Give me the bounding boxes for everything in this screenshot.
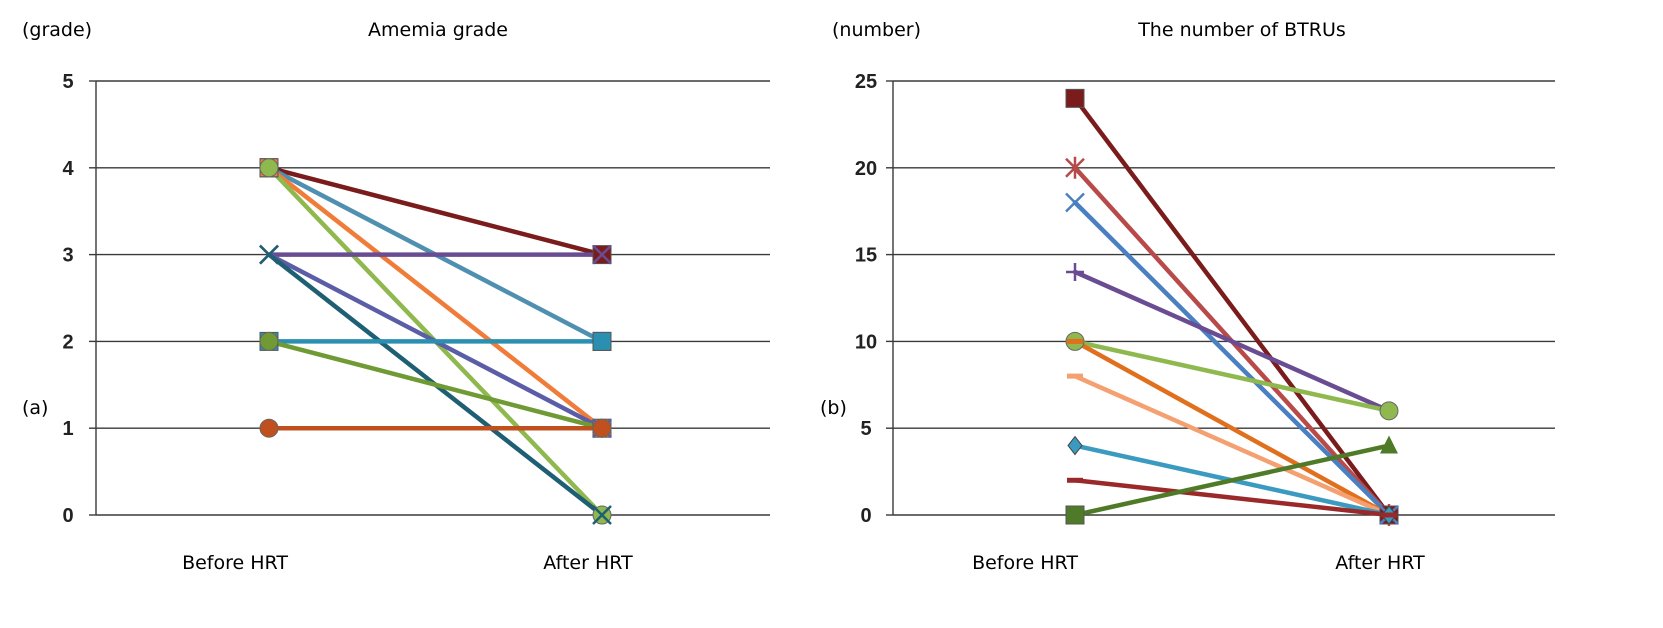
panel-b-series (1065, 88, 1399, 526)
panel-a-series-line-3 (266, 165, 605, 431)
panel-b-ylabel: (number) (832, 19, 921, 41)
panel-a: (grade) Amemia grade (a) Before HRT Afte… (22, 19, 770, 574)
panel-a-series-9-point-before (259, 331, 279, 351)
panel-b-xlabel-after: After HRT (1335, 552, 1425, 574)
panel-b-ytick-label: 15 (855, 245, 877, 267)
panel-b-series-line-1 (1072, 96, 1392, 518)
panel-a-ytick-label: 1 (62, 418, 73, 440)
panel-a-ytick-label: 3 (62, 245, 73, 267)
panel-b: (number) The number of BTRUs (b) Before … (820, 19, 1555, 574)
panel-a-ytick-label: 0 (62, 505, 73, 527)
panel-b-yticks: 0 5 10 15 20 25 (855, 71, 877, 527)
panel-b-series-line-9 (1072, 478, 1392, 518)
panel-b-series-line-10 (1072, 443, 1392, 518)
panel-a-series-line-1 (266, 165, 605, 257)
panel-a-series-line-9 (266, 339, 605, 431)
panel-a-series-8-point-after (592, 331, 612, 351)
panel-a-ylabel: (grade) (22, 19, 92, 41)
panel-a-series-7-point-before (259, 244, 279, 265)
panel-b-xlabel-before: Before HRT (972, 552, 1078, 574)
panel-b-series-3-point-before (1065, 192, 1085, 213)
panel-b-series-8-point-before (1067, 435, 1083, 456)
panel-b-series-5-point-after (1379, 401, 1399, 421)
panel-b-series-7-point-before (1067, 373, 1083, 379)
panel-b-series-10-point-after (1380, 435, 1398, 454)
panel-a-xlabel-before: Before HRT (182, 552, 288, 574)
panel-b-ytick-label: 5 (860, 418, 871, 440)
panel-b-series-9-point-before (1067, 477, 1083, 483)
panel-b-series-4-point-before (1066, 262, 1084, 281)
panel-b-title: The number of BTRUs (1137, 19, 1346, 41)
panel-b-series-2-point-before (1065, 156, 1085, 179)
panel-b-series-line-6 (1072, 339, 1392, 518)
panel-b-gridlines (886, 80, 1555, 516)
panel-b-series-10-point-before (1065, 505, 1085, 525)
panel-a-series-4-point-before (259, 158, 279, 178)
panel-b-ytick-label: 20 (855, 158, 877, 180)
panel-a-ytick-label: 5 (62, 71, 73, 93)
panel-b-series-line-5 (1072, 339, 1392, 414)
panel-b-series-line-3 (1072, 200, 1392, 518)
panel-b-series-9-point-after (1381, 512, 1397, 518)
panel-a-title: Amemia grade (368, 19, 508, 41)
panel-a-yticks: 0 1 2 3 4 5 (62, 71, 74, 527)
panel-a-ytick-label: 2 (62, 331, 73, 353)
panel-a-ytick-label: 4 (62, 158, 74, 180)
panel-b-label: (b) (820, 397, 847, 419)
panel-a-series-10-point-before (259, 418, 279, 438)
panel-a-series (259, 158, 612, 525)
panel-a-series-10-point-after (592, 418, 612, 438)
panel-a-series-5-point-after (592, 244, 612, 265)
panel-b-ytick-label: 25 (855, 71, 877, 93)
panel-b-ytick-label: 10 (855, 331, 877, 353)
panel-b-ytick-label: 0 (860, 505, 871, 527)
panel-a-gridlines (89, 80, 770, 516)
panel-b-series-line-7 (1072, 373, 1392, 518)
panel-a-xlabel-after: After HRT (543, 552, 633, 574)
panel-b-series-6-point-before (1067, 338, 1083, 344)
panel-b-series-line-4 (1072, 269, 1392, 414)
panel-b-series-1-point-before (1065, 88, 1085, 108)
panel-a-series-7-point-after (592, 505, 612, 525)
panel-a-label: (a) (22, 397, 48, 419)
